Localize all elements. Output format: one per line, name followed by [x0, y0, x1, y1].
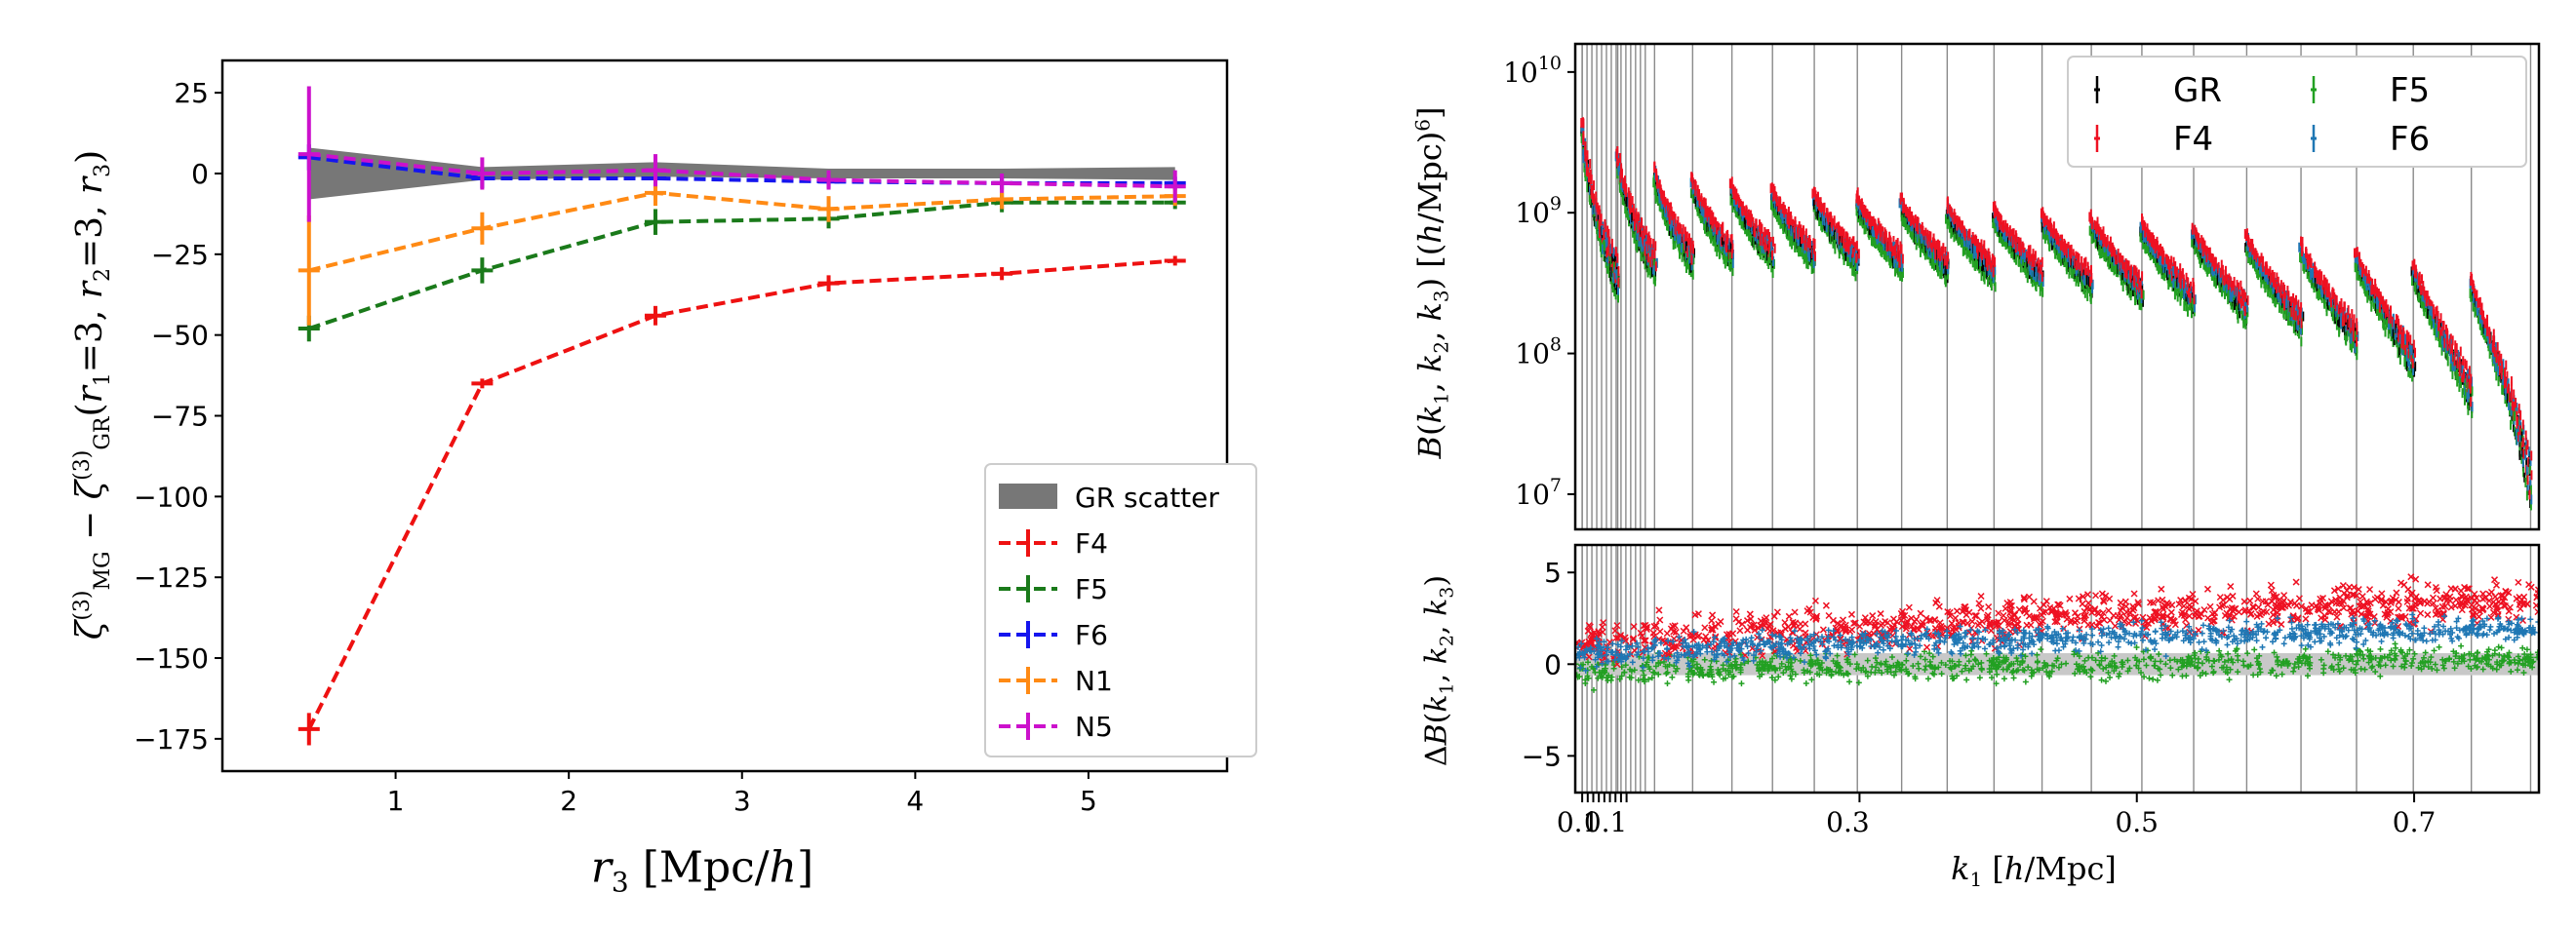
y-tick-label: 0 [191, 158, 209, 190]
top-panel-plot [1580, 44, 2533, 529]
y-tick-label: −125 [134, 562, 209, 594]
left-legend-box [984, 463, 1257, 757]
y-tick-label: −75 [151, 401, 209, 433]
series-F5-line [308, 200, 1175, 330]
legend-label-F4: F4 [1075, 527, 1108, 560]
x-tick-label: 4 [906, 785, 924, 817]
legend-swatch-gr-scatter [999, 484, 1057, 509]
legend-label-F5: F5 [1075, 573, 1108, 605]
x-tick-label: 1 [387, 785, 405, 817]
gr-scatter-band [308, 147, 1175, 200]
legend-label-F6: F6 [1075, 619, 1108, 651]
legend-label-N1: N1 [1075, 665, 1113, 697]
x-tick-label: 2 [560, 785, 577, 817]
y-tick-label: −25 [151, 239, 209, 271]
y-tick-label: 25 [174, 77, 209, 109]
x-tick-label: 3 [733, 785, 751, 817]
legend-label-N5: N5 [1075, 711, 1113, 743]
y-tick-label: −175 [134, 723, 209, 756]
series-N5-line [308, 152, 1175, 189]
y-tick-label: −150 [134, 642, 209, 675]
y-tick-label: −100 [134, 481, 209, 513]
x-tick-label: 5 [1080, 785, 1097, 817]
legend-label-gr-scatter: GR scatter [1075, 482, 1219, 514]
y-tick-label: −50 [151, 320, 209, 352]
series-N1-line [308, 190, 1175, 273]
series-F4-line [307, 258, 1175, 730]
